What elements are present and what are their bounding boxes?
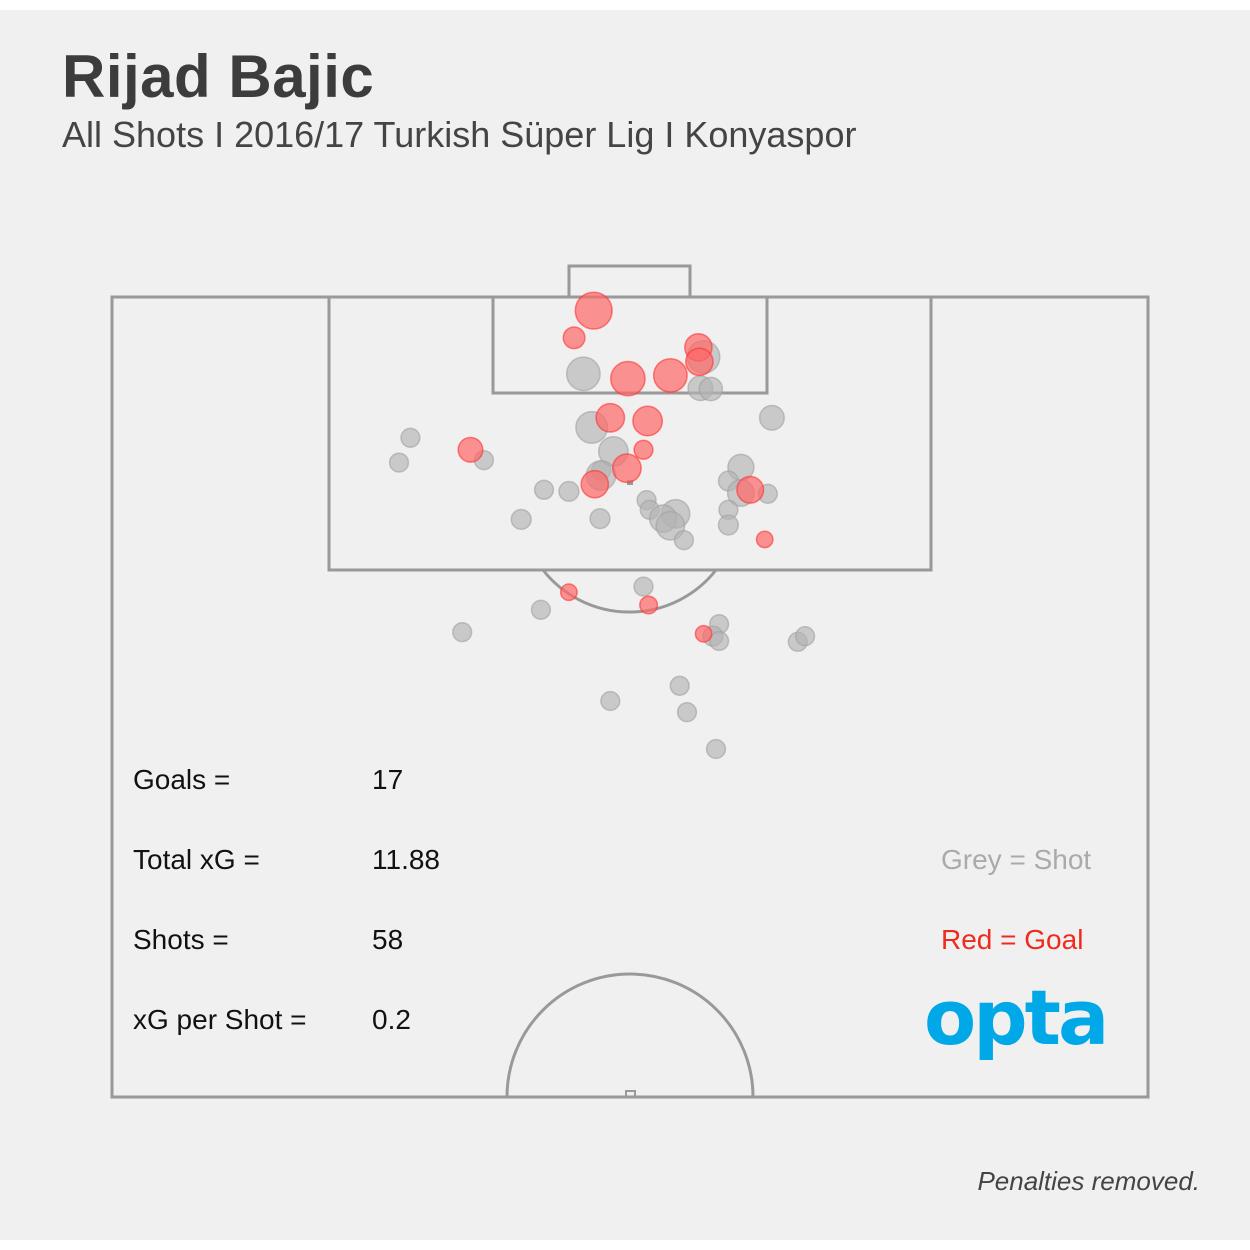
goal-marker [694, 624, 713, 643]
shot-marker [510, 508, 532, 531]
stat-xg-label: Total xG = [133, 844, 260, 875]
shot-marker [388, 452, 410, 473]
goal-marker [685, 347, 714, 377]
shot-marker [669, 675, 690, 696]
shot-markers [388, 291, 816, 760]
goal-marker [580, 469, 610, 499]
goal-marker [610, 360, 646, 397]
goal-marker [632, 405, 664, 437]
page-title: Rijad Bajic [62, 43, 375, 110]
stat-xg-per-shot-value: 0.2 [372, 1004, 411, 1035]
shot-marker [708, 630, 730, 652]
graphic-background [0, 10, 1250, 1240]
shot-marker [676, 702, 698, 723]
goal-marker [639, 595, 659, 615]
goal-marker [736, 475, 765, 504]
stat-xg-value: 11.88 [372, 844, 440, 875]
shot-marker [705, 738, 727, 760]
goal-marker [633, 439, 654, 460]
goal-marker [562, 326, 586, 350]
shot-marker [565, 356, 601, 392]
shot-marker [717, 514, 740, 536]
goal-marker [652, 357, 688, 393]
centre-circle [505, 972, 755, 1098]
shot-marker [589, 507, 611, 530]
shot-marker [530, 599, 552, 620]
goal-marker [574, 291, 613, 330]
stat-shots-value: 58 [372, 924, 404, 955]
opta-logo-text: opta [924, 980, 1106, 1062]
goal-marker [559, 583, 578, 602]
shot-marker [400, 427, 421, 448]
opta-logo: opta [924, 980, 1109, 1062]
shot-marker [600, 690, 621, 712]
shot-marker [794, 626, 816, 647]
centre-spot [625, 1090, 636, 1098]
stat-xg-per-shot-label: xG per Shot = [133, 1004, 307, 1035]
shot-marker [452, 622, 473, 643]
shot-marker [558, 480, 580, 503]
stat-goals-value: 17 [372, 764, 404, 795]
pitch-outline [110, 295, 1150, 1099]
shot-marker [633, 576, 654, 597]
goal-marker [611, 453, 642, 484]
goal-marker [595, 402, 626, 433]
stat-shots-label: Shots = [133, 924, 229, 955]
legend-shot: Grey = Shot [941, 844, 1092, 875]
goal-frame [567, 264, 692, 299]
footnote: Penalties removed. [977, 1166, 1200, 1196]
shot-marker [533, 479, 555, 500]
stat-goals-label: Goals = [133, 764, 231, 795]
legend-goal: Red = Goal [941, 924, 1084, 955]
goal-marker [755, 530, 774, 549]
shot-marker [758, 404, 785, 431]
page-subtitle: All Shots I 2016/17 Turkish Süper Lig I … [62, 114, 857, 155]
goal-marker [457, 436, 484, 463]
shot-marker [673, 530, 695, 551]
shot-marker [698, 376, 724, 402]
